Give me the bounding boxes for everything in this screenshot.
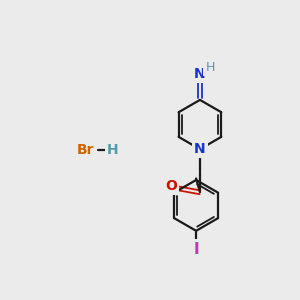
Text: I: I	[193, 242, 199, 257]
Text: H: H	[205, 61, 214, 74]
Text: O: O	[165, 179, 177, 193]
Text: N: N	[194, 142, 206, 156]
Text: H: H	[107, 143, 119, 157]
Text: Br: Br	[77, 143, 95, 157]
Text: N: N	[194, 67, 206, 81]
